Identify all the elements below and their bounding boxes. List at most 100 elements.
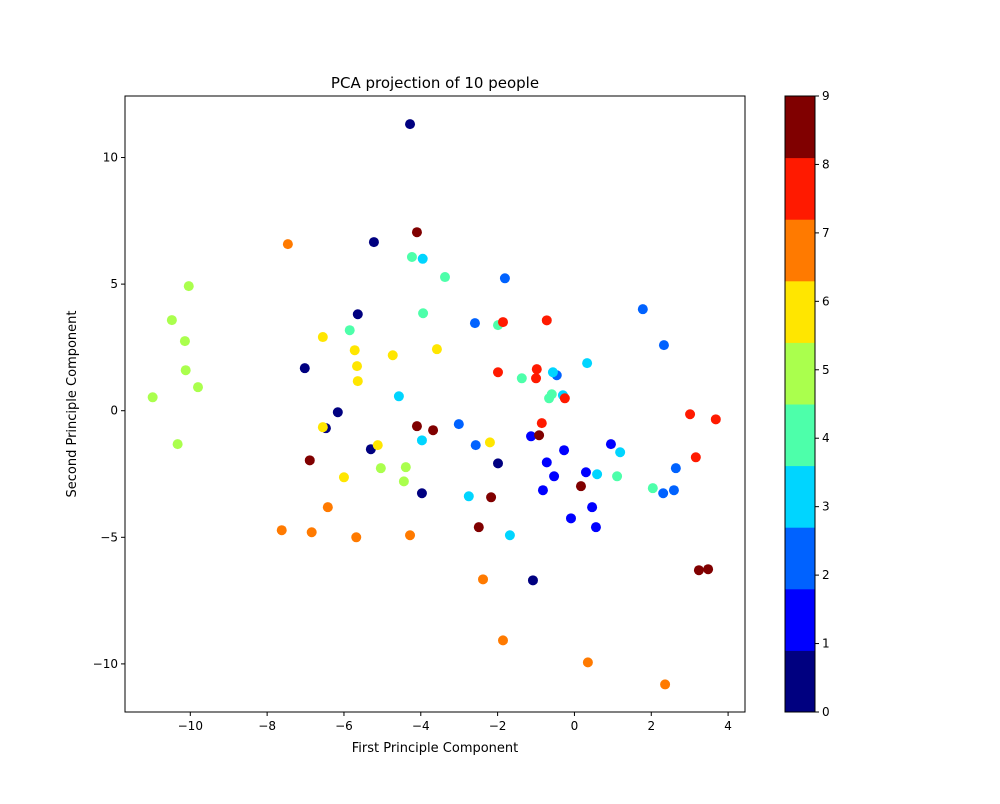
data-point [531, 373, 542, 384]
colorbar-tick-label: 4 [822, 431, 830, 445]
y-tick-label: 5 [110, 277, 118, 291]
colorbar-band [785, 342, 815, 405]
data-point [192, 382, 203, 393]
data-point [541, 315, 552, 326]
data-point [179, 336, 190, 347]
data-point [559, 393, 570, 404]
data-point [536, 418, 547, 429]
data-point [549, 471, 560, 482]
data-point [349, 345, 360, 356]
data-point [693, 565, 704, 576]
colorbar-tick-label: 5 [822, 363, 830, 377]
data-point [304, 455, 315, 466]
colorbar-frame [784, 95, 816, 713]
data-point [592, 469, 603, 480]
data-point [416, 488, 427, 499]
colorbar-tick-label: 9 [822, 89, 830, 103]
data-point [183, 281, 194, 292]
data-point [418, 308, 429, 319]
data-point [411, 227, 422, 238]
data-point [398, 476, 409, 487]
data-point [668, 485, 679, 496]
x-tick-label: 0 [571, 719, 579, 733]
data-point [582, 657, 593, 668]
colorbar-tick-label: 0 [822, 705, 830, 719]
x-axis: −10 −8 −6 −4 −2 0 2 4 [178, 712, 732, 733]
data-point [352, 361, 363, 372]
data-point [180, 365, 191, 376]
data-point [484, 437, 495, 448]
data-point [417, 253, 428, 264]
data-point [322, 502, 333, 513]
data-point [470, 440, 481, 451]
colorbar-band [785, 465, 815, 528]
data-point [486, 492, 497, 503]
data-point [372, 440, 383, 451]
data-point [527, 575, 538, 586]
data-point [605, 439, 616, 450]
data-point [637, 304, 648, 315]
data-point [411, 421, 422, 432]
y-tick-label: 10 [103, 151, 118, 165]
data-point [393, 391, 404, 402]
data-point [469, 318, 480, 329]
data-point [147, 392, 158, 403]
x-tick-label: 2 [647, 719, 655, 733]
data-point [703, 564, 714, 575]
x-tick-label: −2 [489, 719, 507, 733]
data-point [575, 481, 586, 492]
data-point [690, 452, 701, 463]
colorbar-band [785, 650, 815, 713]
y-tick-label: 0 [110, 404, 118, 418]
data-point [499, 273, 510, 284]
data-point [670, 463, 681, 474]
data-point [660, 679, 671, 690]
data-point [431, 344, 442, 355]
x-tick-label: 4 [724, 719, 732, 733]
data-point [463, 491, 474, 502]
colorbar-tick-label: 2 [822, 568, 830, 582]
points-layer [147, 119, 721, 690]
data-point [658, 488, 669, 499]
colorbar-band [785, 96, 815, 159]
colorbar-band [785, 527, 815, 590]
data-point [615, 447, 626, 458]
data-point [492, 367, 503, 378]
data-point [439, 272, 450, 283]
y-tick-label: −5 [100, 530, 118, 544]
data-point [565, 513, 576, 524]
data-point [478, 574, 489, 585]
data-point [406, 252, 417, 263]
data-point [537, 485, 548, 496]
colorbar-band [785, 219, 815, 282]
colorbar-tick-label: 7 [822, 226, 830, 240]
data-point [658, 340, 669, 351]
data-point [541, 457, 552, 468]
x-axis-label: First Principle Component [352, 741, 519, 756]
data-point [473, 522, 484, 533]
data-point [531, 364, 542, 375]
data-point [559, 445, 570, 456]
plot-frame [124, 95, 746, 713]
data-point [587, 502, 598, 513]
data-point [299, 363, 310, 374]
chart-title: PCA projection of 10 people [331, 74, 539, 92]
data-point [416, 435, 427, 446]
data-point [453, 419, 464, 430]
data-point [387, 350, 398, 361]
data-point [375, 463, 386, 474]
y-axis-label: Second Principle Component [65, 310, 80, 497]
data-point [400, 462, 411, 473]
data-point [590, 522, 601, 533]
data-point [405, 119, 416, 130]
data-point [282, 239, 293, 250]
colorbar-band [785, 157, 815, 220]
data-point [582, 358, 593, 369]
colorbar-band [785, 404, 815, 467]
data-point [497, 635, 508, 646]
data-point [497, 317, 508, 328]
y-axis: −10 −5 0 5 10 [93, 151, 125, 671]
x-tick-label: −4 [412, 719, 430, 733]
data-point [516, 373, 527, 384]
